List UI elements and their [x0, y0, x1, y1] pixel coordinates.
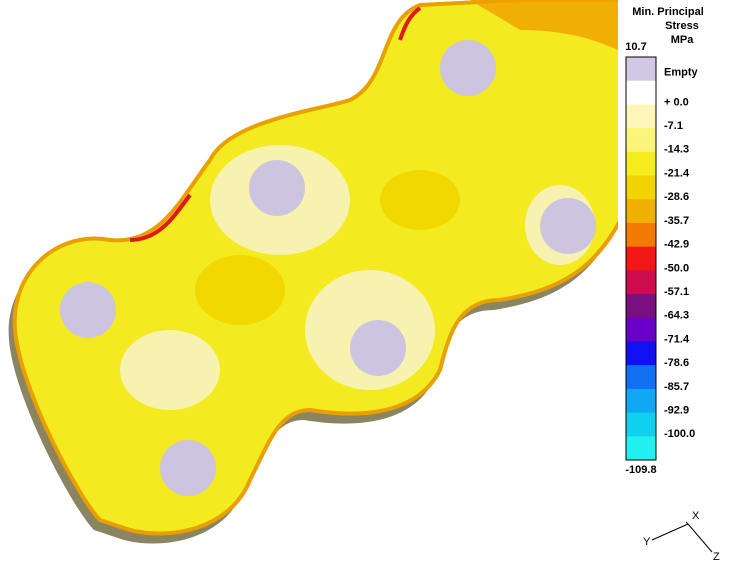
- legend-label: -71.4: [664, 333, 690, 345]
- legend-label: Empty: [664, 66, 699, 78]
- legend-label: -64.3: [664, 310, 689, 322]
- edge-stress: [129, 193, 192, 242]
- triad-label: X: [692, 510, 700, 522]
- hole: [60, 282, 116, 338]
- color-band: [626, 246, 656, 271]
- edge-stress: [398, 6, 422, 41]
- legend-label: + 0.0: [664, 96, 689, 108]
- legend-label: -14.3: [664, 144, 689, 156]
- color-band: [626, 151, 656, 177]
- high-region: [120, 330, 220, 410]
- color-band: [626, 365, 656, 390]
- color-band: [626, 128, 656, 153]
- color-band: [626, 388, 656, 414]
- color-band: [626, 199, 656, 224]
- hole: [160, 440, 216, 496]
- color-band: [626, 412, 656, 437]
- color-band: [626, 317, 656, 342]
- color-band: [626, 57, 656, 82]
- legend-max: 10.7: [625, 41, 646, 53]
- legend-min: -109.8: [625, 464, 656, 476]
- color-band: [626, 175, 656, 200]
- color-band: [626, 222, 656, 248]
- color-bar: [625, 56, 657, 461]
- triad-z: [687, 523, 713, 553]
- legend-label: -92.9: [664, 404, 689, 416]
- legend-title: Min. Principal: [632, 6, 704, 18]
- legend-label: -85.7: [664, 381, 689, 393]
- color-band: [626, 270, 656, 295]
- legend-label: -50.0: [664, 262, 689, 274]
- color-band: [626, 436, 656, 461]
- legend-label: -100.0: [664, 428, 695, 440]
- legend-label: -78.6: [664, 357, 689, 369]
- part: [8, 0, 742, 544]
- legend-label: -28.6: [664, 191, 689, 203]
- legend-label: -7.1: [664, 120, 683, 132]
- triad-label: Y: [643, 536, 651, 548]
- color-band: [626, 294, 656, 319]
- mid-region: [195, 255, 285, 325]
- triad-label: Z: [713, 551, 720, 561]
- legend-label: -21.4: [664, 167, 690, 179]
- color-band: [626, 80, 656, 105]
- legend-title: MPa: [671, 34, 695, 46]
- triad-y: [651, 523, 689, 541]
- hole: [249, 160, 305, 216]
- color-band: [626, 341, 656, 366]
- mid-region: [380, 170, 460, 230]
- legend-label: -35.7: [664, 215, 689, 227]
- hole: [440, 40, 496, 96]
- color-band: [626, 104, 656, 129]
- hole: [350, 320, 406, 376]
- axis-triad: [651, 521, 713, 553]
- legend-label: -42.9: [664, 239, 689, 251]
- legend-label: -57.1: [664, 286, 689, 298]
- color-bar-frame: [625, 56, 657, 461]
- hole: [540, 198, 596, 254]
- legend-title: Stress: [665, 20, 699, 32]
